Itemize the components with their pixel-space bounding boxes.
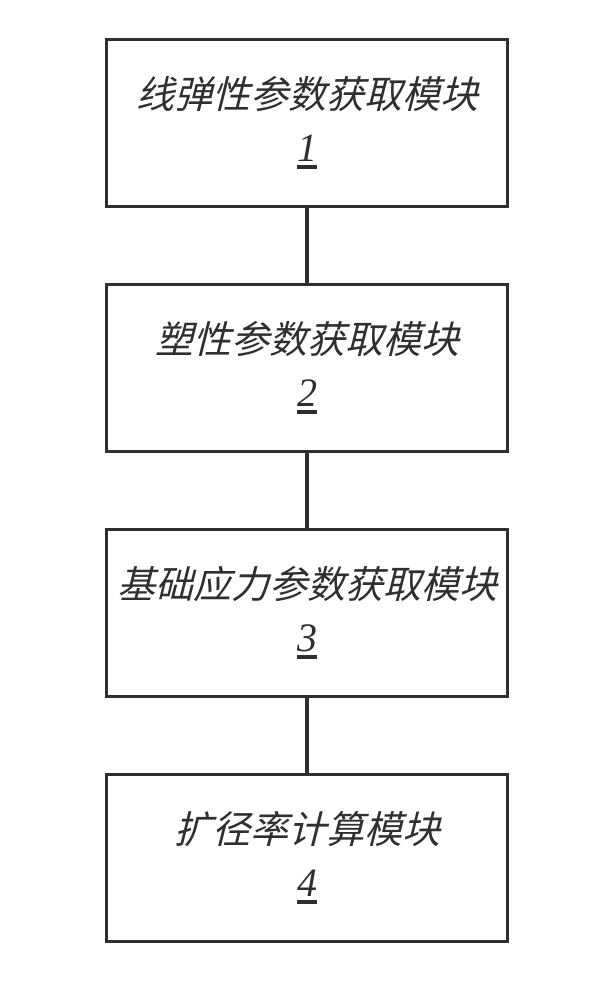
flow-node-1: 线弹性参数获取模块 1 [105, 38, 509, 208]
node-title: 塑性参数获取模块 [155, 320, 459, 364]
node-number: 3 [297, 615, 317, 661]
flow-node-2: 塑性参数获取模块 2 [105, 283, 509, 453]
node-title: 线弹性参数获取模块 [136, 75, 478, 119]
node-number: 1 [297, 125, 317, 171]
node-number: 2 [297, 370, 317, 416]
node-title: 扩径率计算模块 [174, 810, 440, 854]
node-number: 4 [297, 860, 317, 906]
flow-node-3: 基础应力参数获取模块 3 [105, 528, 509, 698]
flow-connector [305, 698, 309, 773]
flow-node-4: 扩径率计算模块 4 [105, 773, 509, 943]
flow-connector [305, 453, 309, 528]
node-title: 基础应力参数获取模块 [117, 565, 497, 609]
flow-connector [305, 208, 309, 283]
flowchart-canvas: 线弹性参数获取模块 1 塑性参数获取模块 2 基础应力参数获取模块 3 扩径率计… [0, 0, 614, 1000]
